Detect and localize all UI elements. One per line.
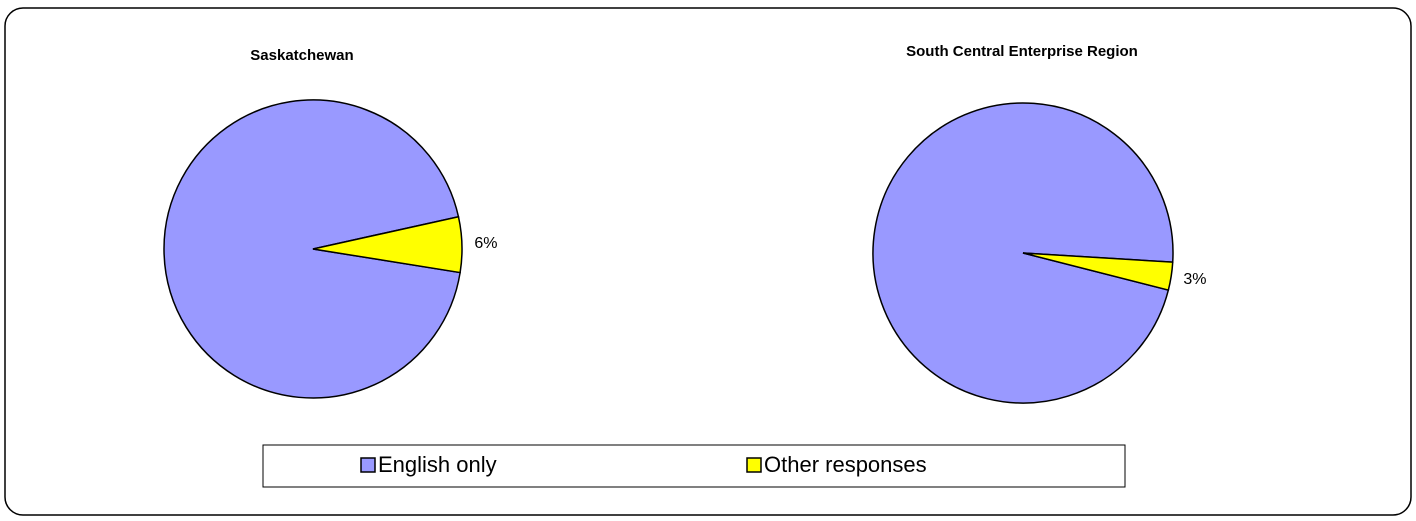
legend-swatch	[360, 457, 376, 473]
data-label: 3%	[1183, 271, 1206, 288]
legend-label: Other responses	[764, 452, 927, 477]
legend-swatch	[746, 457, 762, 473]
chart-title: South Central Enterprise Region	[906, 43, 1138, 60]
pie-slice	[1022, 252, 1174, 291]
pie-slice	[163, 99, 461, 399]
pie-slice	[312, 215, 463, 274]
legend-label: English only	[378, 452, 497, 477]
data-label: 6%	[474, 235, 497, 252]
chart-title: Saskatchewan	[250, 47, 353, 64]
legend-box	[262, 444, 1126, 488]
